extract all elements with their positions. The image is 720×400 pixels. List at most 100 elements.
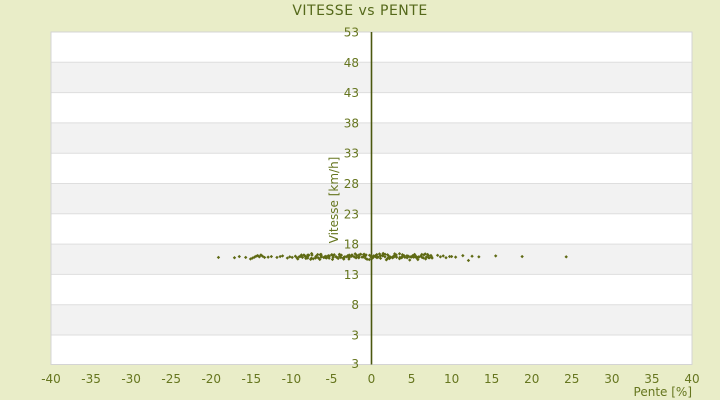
x-tick-label: 25 (564, 372, 579, 386)
scatter-points (216, 251, 568, 263)
data-point (383, 252, 387, 256)
data-point (257, 255, 262, 259)
y-tick-label: 13 (344, 268, 359, 282)
data-point (293, 254, 298, 258)
data-point (310, 253, 314, 257)
data-point (316, 252, 320, 257)
data-point (288, 255, 292, 259)
data-point (336, 256, 340, 261)
data-point (409, 255, 414, 259)
data-point (477, 255, 481, 259)
x-tick-label: -10 (282, 372, 302, 386)
data-point (280, 254, 285, 258)
data-point (466, 258, 471, 263)
data-point (306, 256, 310, 260)
data-point (244, 255, 248, 260)
x-tick-label: -30 (121, 372, 141, 386)
data-point (414, 254, 418, 259)
data-point (269, 254, 274, 259)
data-point (461, 253, 465, 258)
data-point (296, 257, 300, 261)
x-tick-label: 40 (684, 372, 699, 386)
data-point (347, 255, 351, 260)
data-point (426, 253, 430, 258)
data-point (367, 257, 371, 262)
data-point (325, 256, 329, 260)
data-point (342, 257, 346, 261)
y-axis-label: Vitesse [km/h] (327, 156, 341, 244)
y-tick-label: 18 (344, 238, 359, 252)
data-point (408, 258, 412, 262)
data-point (441, 254, 445, 258)
data-point (306, 253, 311, 258)
x-tick-label: -15 (242, 372, 262, 386)
y-axis-min-label: 3 (351, 357, 359, 371)
data-point (355, 253, 359, 258)
data-point (378, 256, 383, 261)
data-point (361, 255, 366, 259)
data-point (343, 255, 347, 259)
data-point (383, 255, 387, 259)
x-tick-label: 0 (368, 372, 376, 386)
data-point (318, 257, 322, 262)
x-tick-label: -40 (41, 372, 61, 386)
data-point (278, 254, 282, 259)
data-point (402, 253, 406, 258)
data-point (375, 252, 379, 257)
data-point (290, 255, 294, 260)
data-point (300, 255, 305, 260)
data-point (564, 255, 568, 259)
data-point (359, 252, 363, 256)
data-point (216, 255, 221, 260)
data-point (308, 257, 313, 262)
data-point (397, 252, 402, 256)
data-point (339, 255, 343, 260)
data-point (419, 254, 423, 258)
data-point (381, 251, 385, 256)
data-point (416, 257, 420, 262)
y-tick-label: 8 (351, 298, 359, 312)
y-tick-label: 38 (344, 116, 359, 130)
data-point (394, 253, 398, 257)
y-tick-label: 48 (344, 56, 359, 70)
x-tick-label: -20 (201, 372, 221, 386)
y-tick-label: 53 (344, 26, 359, 40)
x-axis-label: Pente [%] (633, 385, 692, 399)
data-point (520, 254, 524, 259)
data-point (237, 254, 241, 259)
data-point (232, 256, 237, 260)
data-point (319, 255, 323, 259)
y-tick-label: 23 (344, 207, 359, 221)
data-point (331, 255, 335, 260)
x-tick-label: -35 (81, 372, 101, 386)
y-tick-label: 28 (344, 177, 359, 191)
y-tick-label: 43 (344, 86, 359, 100)
data-point (394, 255, 399, 259)
data-point (275, 255, 279, 260)
x-tick-label: 15 (484, 372, 499, 386)
data-point (262, 255, 267, 260)
data-point (390, 256, 395, 260)
data-point (444, 256, 448, 260)
data-point (327, 254, 332, 258)
data-point (430, 256, 434, 260)
data-point (266, 255, 270, 259)
chart-title: VITESSE vs PENTE (292, 3, 428, 19)
data-point (449, 254, 454, 259)
x-tick-label: 5 (408, 372, 416, 386)
x-tick-label: 20 (524, 372, 539, 386)
x-tick-label: -5 (325, 372, 337, 386)
x-tick-label: 10 (444, 372, 459, 386)
y-tick-label: 3 (351, 329, 359, 343)
data-point (438, 255, 443, 259)
data-point (357, 255, 361, 259)
data-point (453, 255, 458, 259)
data-point (493, 254, 498, 258)
data-point (470, 254, 474, 258)
x-tick-label: -25 (161, 372, 181, 386)
data-point (364, 253, 368, 257)
data-point (314, 255, 318, 259)
data-point (377, 252, 382, 256)
